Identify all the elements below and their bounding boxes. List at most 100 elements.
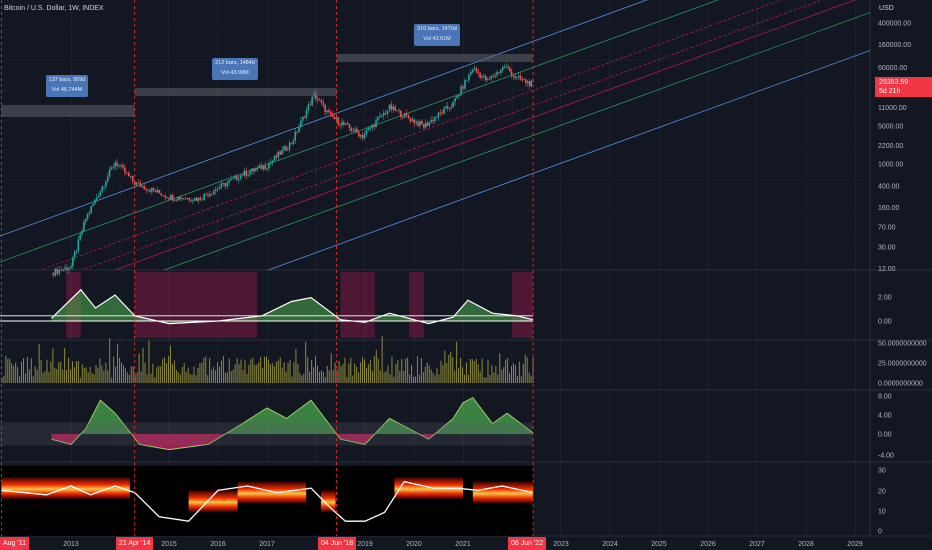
volume-bar: [99, 358, 101, 383]
volume-bar: [124, 368, 126, 383]
candle-body: [526, 81, 529, 83]
volume-bar: [285, 371, 287, 383]
candle-body: [443, 108, 445, 114]
volume-bar: [238, 364, 240, 383]
volume-bar: [42, 373, 44, 383]
volume-bar: [497, 374, 499, 383]
time-tick-label: 2019: [357, 541, 373, 548]
volume-bar: [211, 369, 213, 383]
candle-body: [405, 113, 408, 116]
volume-bar: [475, 358, 477, 383]
candle-body: [512, 75, 515, 77]
volume-bar: [401, 359, 403, 383]
volume-bar: [471, 359, 473, 383]
candle-body: [158, 189, 161, 194]
candle-body: [160, 193, 163, 196]
volume-bar: [26, 357, 28, 383]
candle-body: [358, 132, 360, 137]
bear-zone: [409, 272, 424, 338]
volume-bar: [158, 365, 160, 383]
volume-bar: [362, 356, 364, 383]
volume-bar: [160, 366, 162, 383]
candle-body: [147, 189, 149, 191]
candle-body: [305, 110, 308, 118]
candle-body: [350, 127, 353, 131]
volume-bar: [454, 370, 456, 383]
volume-bar: [9, 358, 11, 383]
candle-body: [500, 70, 502, 73]
candle-body: [361, 134, 364, 139]
candle-body: [475, 68, 478, 72]
range-info-box-1[interactable]: 137 bars, 959d Vol 46.744M: [46, 75, 88, 97]
volume-bar: [64, 347, 66, 383]
volume-bar: [299, 373, 301, 383]
candle-body: [197, 197, 200, 201]
volume-bar: [391, 356, 393, 383]
time-tick-label: 2025: [651, 541, 667, 548]
volume-bar: [22, 358, 24, 383]
candle-body: [224, 182, 227, 187]
volume-bar: [311, 359, 313, 383]
regression-channels: [0, 0, 870, 270]
volume-bar: [428, 365, 430, 383]
range-bars-label: 210 bars, 1470d: [417, 26, 457, 32]
candle-body: [311, 96, 313, 106]
volume-bar: [501, 369, 503, 383]
volume-bar: [142, 347, 144, 383]
volume-bar: [426, 362, 428, 383]
candle-body: [365, 130, 368, 135]
volume-bar: [132, 366, 134, 383]
candle-body: [532, 80, 534, 82]
volume-bar: [103, 370, 105, 383]
candle-body: [222, 182, 225, 184]
candle-body: [105, 181, 107, 187]
volume-bar: [332, 370, 334, 383]
candle-body: [344, 123, 347, 125]
candle-body: [156, 189, 159, 193]
candle-body: [300, 120, 302, 128]
pane-tick-label: 25.0000000000: [878, 361, 927, 368]
volume-bar: [38, 343, 40, 383]
volume-bar: [256, 364, 258, 383]
price-tick-label: 70.00: [878, 224, 896, 231]
candle-body: [137, 182, 140, 184]
volume-bar: [24, 373, 26, 383]
volume-bar: [416, 356, 418, 383]
candle-body: [318, 100, 321, 101]
volume-bar: [187, 367, 189, 383]
candle-body: [268, 163, 270, 169]
volume-bar: [19, 376, 21, 383]
volume-bar: [68, 357, 70, 383]
candle-body: [135, 182, 138, 185]
volume-bar: [220, 360, 222, 383]
candle-body: [435, 117, 438, 119]
volume-bar: [252, 357, 254, 383]
candle-body: [171, 194, 174, 201]
volume-bar: [250, 359, 252, 383]
volume-bar: [150, 373, 152, 383]
volume-bar: [485, 377, 487, 383]
volume-bar: [7, 358, 9, 383]
volume-bar: [283, 362, 285, 383]
last-price-value: 29353.59: [879, 79, 909, 86]
range-info-box-3[interactable]: 210 bars, 1470d Vol 43.61M: [414, 24, 460, 46]
candle-body: [339, 124, 341, 126]
volume-bar: [462, 367, 464, 383]
candle-body: [83, 221, 85, 231]
range-info-box-2[interactable]: 212 bars, 1484d Vol 43.98M: [212, 58, 258, 80]
volume-bar: [336, 370, 338, 383]
volume-bar: [520, 376, 522, 383]
volume-bar: [266, 356, 268, 383]
candle-body: [409, 118, 412, 122]
candle-body: [421, 121, 423, 125]
channel-line: [0, 0, 719, 263]
candle-body: [514, 75, 516, 78]
channel-line: [163, 12, 870, 270]
candle-body: [207, 195, 209, 197]
volume-bar: [87, 372, 89, 383]
candle-body: [496, 72, 498, 76]
candle-body: [81, 230, 83, 235]
candle-body: [152, 187, 155, 191]
candle-body: [346, 123, 349, 125]
